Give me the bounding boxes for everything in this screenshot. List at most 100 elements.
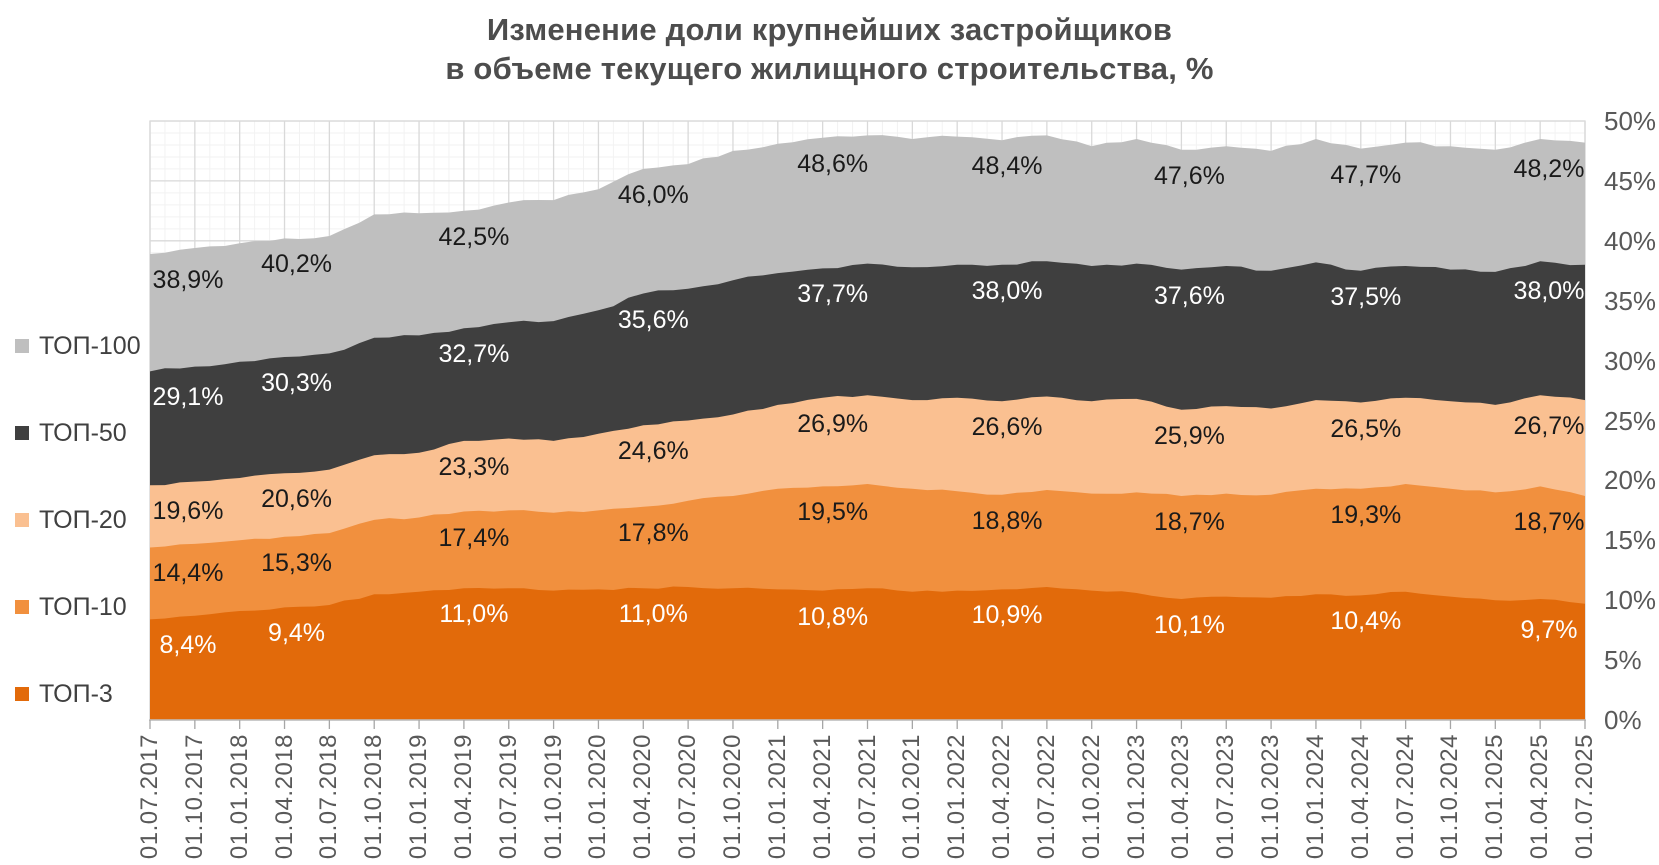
data-label-top-10: 19,5%: [797, 498, 869, 527]
legend-swatch-icon: [15, 513, 29, 527]
legend-swatch-icon: [15, 339, 29, 353]
data-label-top-3: 10,1%: [1153, 611, 1225, 639]
y-axis-label: 45%: [1604, 165, 1657, 196]
x-axis-label: 01.01.2025: [1481, 734, 1509, 860]
legend-label: ТОП-3: [39, 679, 113, 708]
y-axis-label: 50%: [1604, 106, 1657, 136]
data-label-top-10: 17,4%: [438, 523, 510, 552]
data-label-top-100: 46,0%: [617, 180, 689, 209]
x-axis-label: 01.04.2024: [1346, 734, 1374, 860]
data-label-top-50: 37,6%: [1153, 281, 1225, 310]
x-axis-label: 01.10.2019: [539, 734, 567, 860]
y-axis-label: 0%: [1604, 705, 1642, 735]
chart-title-line2: в объеме текущего жилищного строительств…: [445, 51, 1214, 86]
x-axis-label: 01.10.2023: [1257, 734, 1285, 860]
data-label-top-100: 42,5%: [438, 222, 510, 251]
data-label-top-10: 14,4%: [152, 559, 224, 588]
x-axis-label: 01.10.2022: [1077, 734, 1105, 860]
data-label-top-3: 8,4%: [159, 631, 217, 660]
x-axis-label: 01.10.2021: [898, 734, 926, 860]
x-axis-label: 01.10.2017: [180, 734, 208, 860]
data-label-top-50: 30,3%: [261, 369, 332, 397]
area-top-3: [150, 586, 1585, 720]
x-axis-label: 01.04.2018: [270, 734, 298, 860]
x-axis-label: 01.04.2023: [1167, 734, 1195, 860]
data-label-top-3: 9,4%: [268, 619, 326, 648]
data-label-top-20: 24,6%: [617, 437, 689, 466]
data-label-top-10: 17,8%: [617, 518, 689, 547]
data-label-top-3: 10,9%: [971, 601, 1043, 630]
legend-item-top-3: ТОП-3: [15, 679, 113, 709]
legend-label: ТОП-100: [39, 331, 141, 360]
data-label-top-20: 26,9%: [797, 409, 869, 438]
data-label-top-20: 26,5%: [1330, 414, 1402, 443]
data-label-top-50: 37,7%: [797, 280, 869, 309]
data-label-top-50: 35,6%: [617, 305, 689, 334]
legend-swatch-icon: [15, 426, 29, 440]
legend-item-top-100: ТОП-100: [15, 331, 141, 361]
data-label-top-20: 23,3%: [438, 452, 510, 481]
data-label-top-20: 26,7%: [1513, 412, 1585, 441]
legend-item-top-10: ТОП-10: [15, 592, 127, 622]
data-label-top-10: 18,7%: [1153, 507, 1225, 536]
x-axis-label: 01.07.2017: [136, 734, 163, 860]
y-axis-label: 10%: [1604, 585, 1657, 616]
data-label-top-50: 38,0%: [971, 276, 1043, 305]
x-axis-label: 01.07.2024: [1391, 734, 1419, 860]
y-axis-label: 20%: [1604, 465, 1657, 496]
x-axis-label: 01.07.2018: [315, 734, 343, 860]
data-label-top-20: 26,6%: [971, 413, 1043, 442]
data-label-top-20: 20,6%: [261, 485, 332, 514]
y-axis-label: 30%: [1604, 345, 1657, 376]
data-label-top-3: 11,0%: [439, 600, 509, 629]
x-axis-label: 01.04.2020: [629, 734, 657, 860]
legend-item-top-50: ТОП-50: [15, 418, 127, 448]
x-axis-label: 01.07.2020: [674, 734, 702, 860]
data-label-top-50: 32,7%: [438, 340, 510, 369]
data-label-top-100: 40,2%: [261, 250, 332, 279]
x-axis-label: 01.04.2021: [808, 734, 836, 860]
x-axis-label: 01.01.2018: [225, 734, 253, 860]
data-label-top-100: 47,7%: [1330, 160, 1402, 189]
x-axis-label: 01.07.2019: [494, 734, 522, 860]
x-axis-label: 01.07.2025: [1571, 734, 1598, 860]
x-axis-label: 01.01.2022: [943, 734, 971, 860]
data-label-top-100: 48,6%: [797, 149, 869, 178]
data-label-top-3: 9,7%: [1520, 615, 1578, 644]
data-label-top-50: 38,0%: [1513, 276, 1585, 305]
legend-label: ТОП-20: [39, 505, 127, 534]
x-axis-label: 01.10.2018: [360, 734, 388, 860]
data-label-top-20: 19,6%: [152, 497, 224, 526]
data-label-top-50: 37,5%: [1330, 282, 1402, 311]
chart-title-line1: Изменение доли крупнейших застройщиков: [486, 12, 1173, 47]
x-axis-label: 01.07.2022: [1032, 734, 1060, 860]
data-label-top-3: 11,0%: [618, 600, 688, 629]
y-axis-label: 15%: [1604, 525, 1657, 556]
data-label-top-100: 48,2%: [1513, 154, 1585, 183]
x-axis-label: 01.01.2024: [1301, 734, 1329, 860]
data-label-top-20: 25,9%: [1153, 421, 1225, 450]
data-label-top-10: 18,7%: [1513, 507, 1585, 536]
x-axis-label: 01.04.2019: [449, 734, 477, 860]
data-label-top-50: 29,1%: [152, 383, 224, 412]
y-axis-label: 25%: [1604, 405, 1657, 436]
x-axis-label: 01.10.2020: [718, 734, 746, 860]
x-axis-label: 01.01.2021: [763, 734, 791, 860]
x-axis-label: 01.04.2025: [1526, 734, 1554, 860]
y-axis-label: 35%: [1604, 285, 1657, 316]
x-axis-label: 01.10.2024: [1436, 734, 1464, 860]
data-label-top-3: 10,4%: [1330, 607, 1402, 636]
data-label-top-10: 15,3%: [261, 548, 332, 577]
legend-swatch-icon: [15, 600, 29, 614]
data-label-top-100: 38,9%: [152, 265, 224, 294]
legend-label: ТОП-50: [39, 418, 127, 447]
chart-title: Изменение доли крупнейших застройщиков в…: [0, 10, 1659, 88]
x-axis-label: 01.07.2023: [1212, 734, 1240, 860]
x-axis-label: 01.01.2023: [1122, 734, 1150, 860]
data-label-top-10: 19,3%: [1330, 500, 1402, 529]
data-label-top-10: 18,8%: [971, 506, 1043, 535]
x-axis-label: 01.01.2020: [584, 734, 612, 860]
y-axis-label: 40%: [1604, 225, 1657, 256]
